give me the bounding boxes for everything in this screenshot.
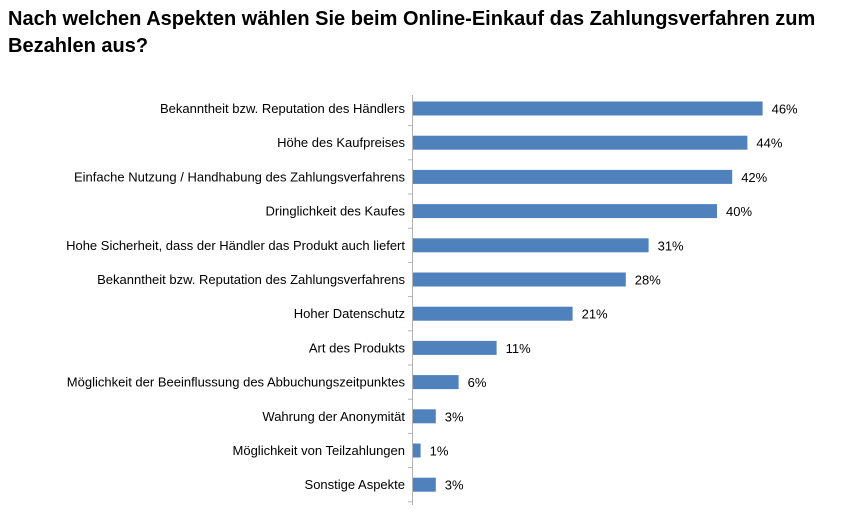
bar [413, 272, 626, 287]
bar [413, 443, 421, 458]
category-label: Höhe des Kaufpreises [277, 135, 405, 150]
category-label: Art des Produkts [309, 340, 406, 355]
bar [413, 238, 649, 253]
data-label: 42% [741, 170, 767, 185]
category-label: Hoher Datenschutz [294, 306, 405, 321]
bar [413, 169, 733, 184]
data-label: 6% [468, 375, 487, 390]
bar [413, 204, 717, 219]
category-label: Bekanntheit bzw. Reputation des Zahlungs… [97, 272, 405, 287]
data-label: 28% [635, 273, 661, 288]
category-label: Möglichkeit von Teilzahlungen [233, 443, 405, 458]
data-label: 46% [772, 102, 798, 117]
bar [413, 306, 573, 321]
bar [413, 340, 497, 355]
category-label: Einfache Nutzung / Handhabung des Zahlun… [74, 169, 405, 184]
bar [413, 477, 436, 492]
bar [413, 409, 436, 424]
category-label: Hohe Sicherheit, dass der Händler das Pr… [66, 238, 405, 253]
data-label: 40% [726, 204, 752, 219]
bar [413, 375, 459, 390]
category-label: Sonstige Aspekte [305, 477, 405, 492]
data-label: 3% [445, 409, 464, 424]
data-label: 44% [756, 136, 782, 151]
category-label: Dringlichkeit des Kaufes [266, 204, 406, 219]
data-label: 11% [506, 341, 531, 356]
category-label: Wahrung der Anonymität [262, 409, 405, 424]
data-label: 31% [658, 238, 684, 253]
bar [413, 101, 763, 116]
chart-title: Nach welchen Aspekten wählen Sie beim On… [8, 8, 816, 57]
data-label: 3% [445, 478, 464, 493]
category-label: Bekanntheit bzw. Reputation des Händlers [160, 101, 405, 116]
data-label: 1% [430, 444, 449, 459]
data-label: 21% [582, 307, 608, 322]
category-label: Möglichkeit der Beeinflussung des Abbuch… [67, 375, 406, 390]
bar [413, 135, 748, 150]
